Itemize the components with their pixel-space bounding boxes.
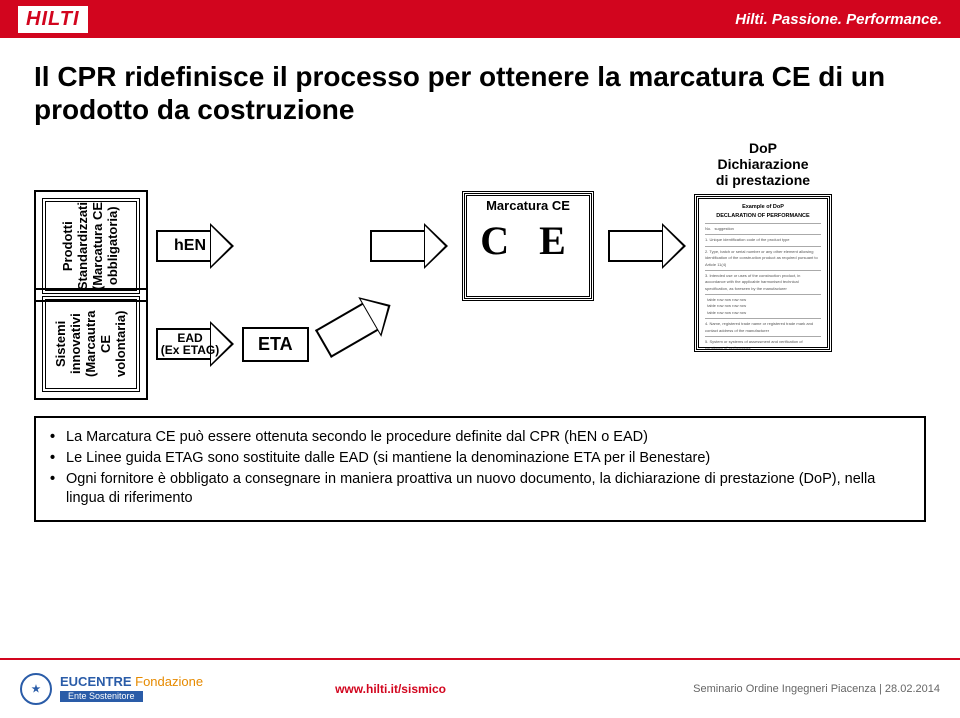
source-label-standard: Prodotti Standardizzati (Marcatura CE ob… — [61, 202, 121, 290]
source-box-innovative: Sistemi innovativi (Marcautra CE volonta… — [34, 288, 148, 400]
bullet-item: Le Linee guida ETAG sono sostituite dall… — [50, 449, 910, 468]
arrow-hen-label: hEN — [174, 237, 206, 255]
source-label-innovative: Sistemi innovativi (Marcautra CE volonta… — [54, 300, 129, 388]
eta-box: ETA — [242, 327, 309, 362]
arrow-ead-label: EAD (Ex ETAG) — [161, 332, 219, 357]
bullet-item: La Marcatura CE può essere ottenuta seco… — [50, 428, 910, 447]
brand-tagline: Hilti. Passione. Performance. — [735, 11, 942, 28]
source-box-standard: Prodotti Standardizzati (Marcatura CE ob… — [34, 190, 148, 302]
arrow-to-ce-1 — [370, 223, 448, 269]
ce-mark-icon: C E — [480, 217, 576, 264]
ce-mark-box: Marcatura CE C E — [462, 191, 594, 301]
dop-title: DoP Dichiarazione di prestazione — [716, 140, 810, 188]
bullet-box: La Marcatura CE può essere ottenuta seco… — [34, 416, 926, 521]
arrow-hen: hEN — [156, 223, 234, 269]
arrow-to-dop — [608, 223, 686, 269]
footer-right: Seminario Ordine Ingegneri Piacenza | 28… — [693, 683, 940, 695]
arrow-to-ce-2 — [311, 285, 402, 364]
eucentre-logo: ★ EUCENTRE Fondazione Ente Sostenitore — [20, 673, 203, 705]
arrow-ead: EAD (Ex ETAG) — [156, 321, 234, 367]
brand-logo: HILTI — [18, 6, 88, 33]
flow-area: Prodotti Standardizzati (Marcatura CE ob… — [0, 136, 960, 406]
bullet-item: Ogni fornitore è obbligato a consegnare … — [50, 470, 910, 508]
flow-row-2: Sistemi innovativi (Marcautra CE volonta… — [34, 288, 926, 400]
page-title: Il CPR ridefinisce il processo per otten… — [0, 38, 960, 136]
eucentre-icon: ★ — [20, 673, 52, 705]
footer: ★ EUCENTRE Fondazione Ente Sostenitore w… — [0, 658, 960, 718]
ce-title: Marcatura CE — [486, 198, 570, 213]
header-bar: HILTI Hilti. Passione. Performance. — [0, 0, 960, 38]
footer-url: www.hilti.it/sismico — [335, 682, 446, 696]
